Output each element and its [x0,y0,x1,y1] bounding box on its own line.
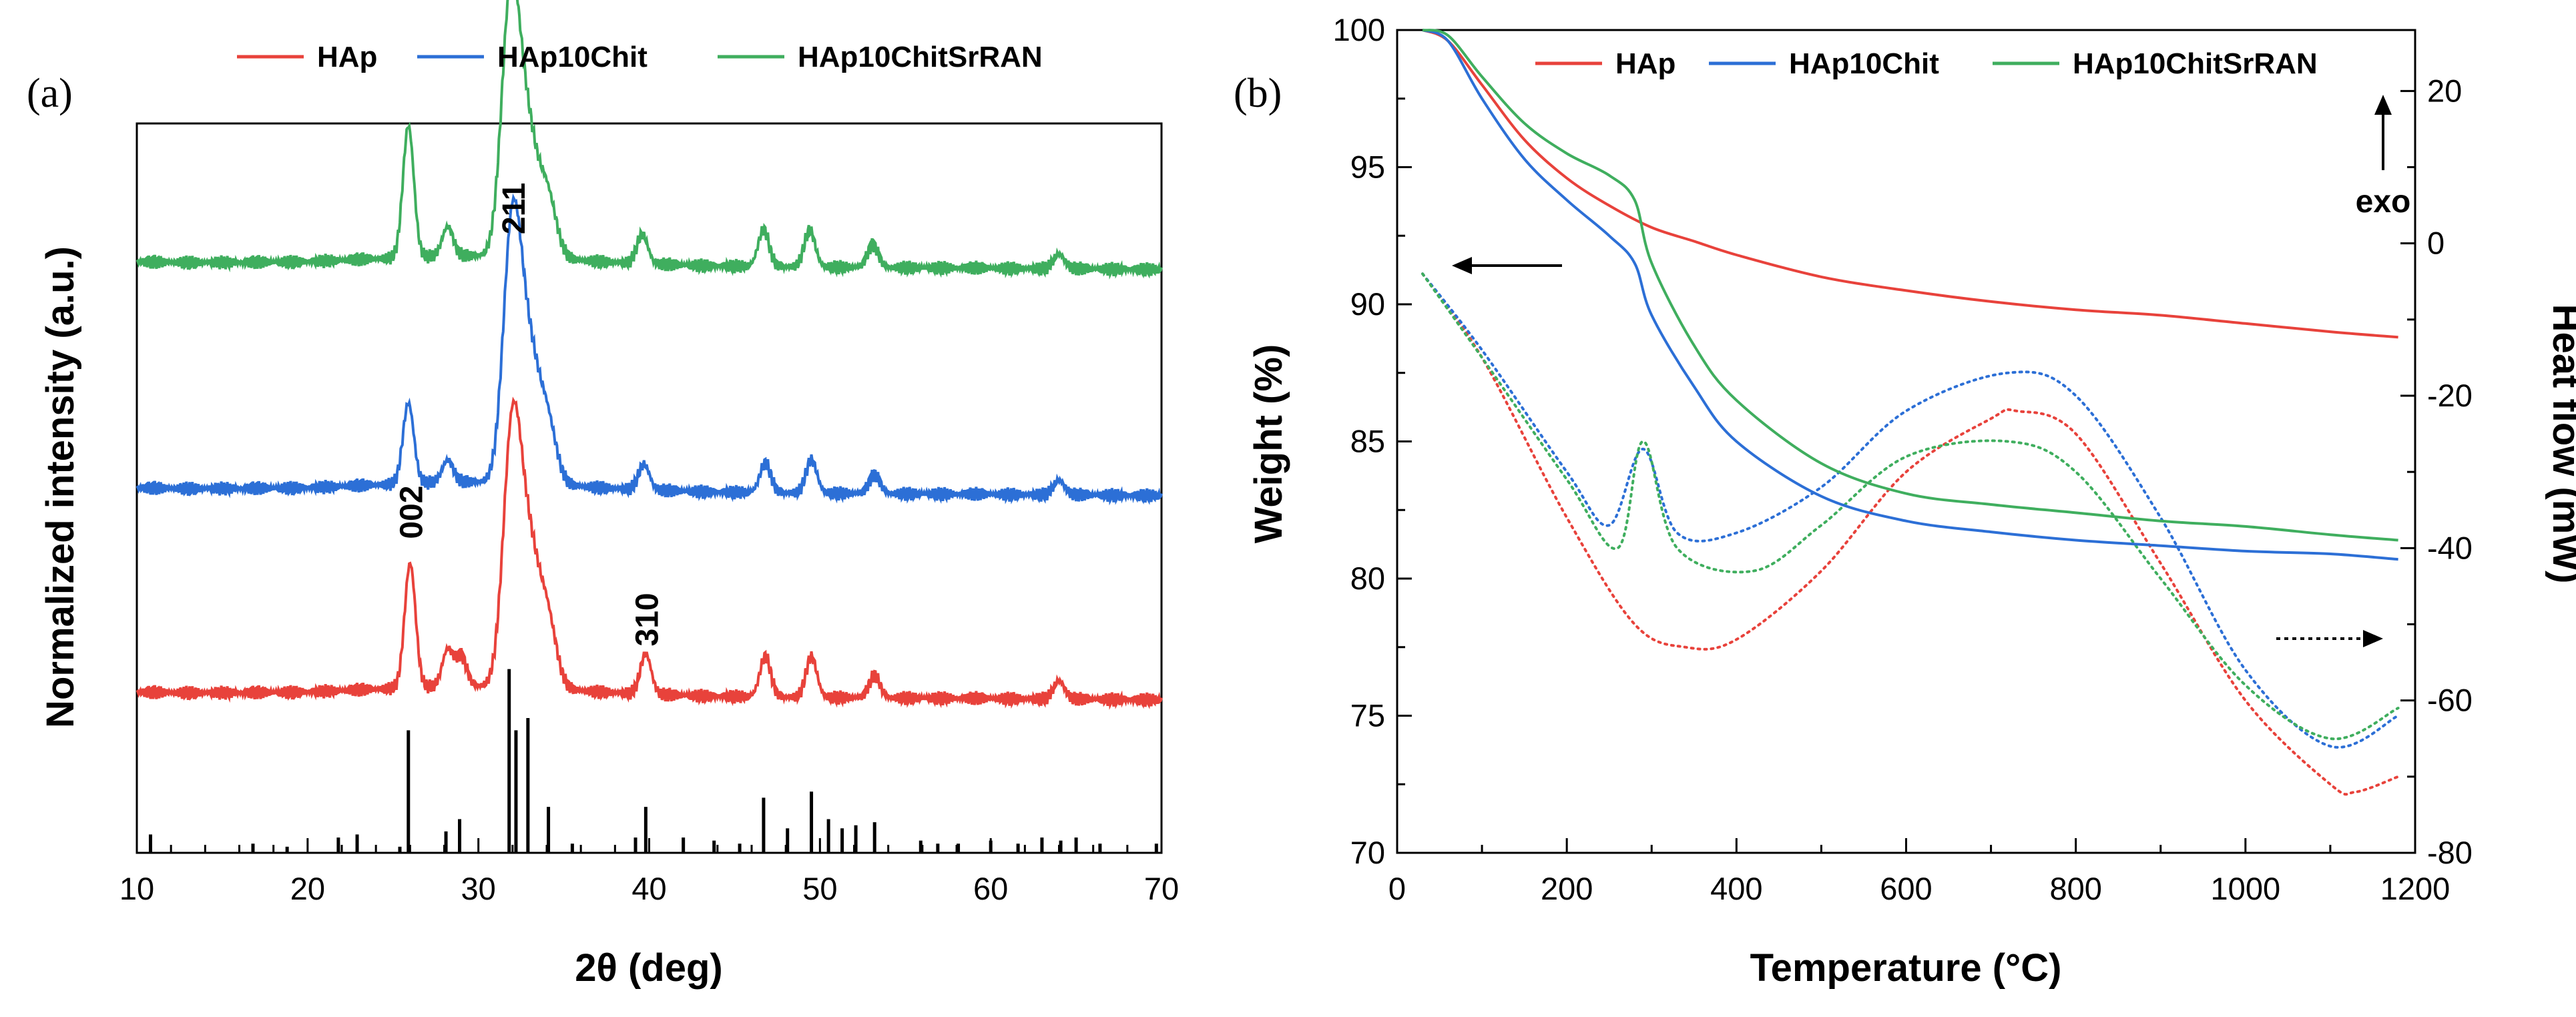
arrow-exo [2374,95,2392,170]
x-tick-label: 60 [973,871,1008,906]
panel-a-label: (a) [27,71,73,116]
x-tick-label: 40 [631,871,666,906]
dsc-curve-hap10chitsrran [1421,272,2400,741]
panel-b-y2-ticks: -80 -60 -40 -20 0 20 [2400,73,2473,870]
y2-tick-label: 20 [2427,73,2462,108]
legend-a-label-hap: HAp [317,41,377,73]
x-tick-label: 400 [1710,871,1762,906]
legend-b-label-hap: HAp [1615,47,1676,80]
panel-b-legend: HAp HAp10Chit HAp10ChitSrRAN [1535,47,2318,80]
xrd-curve-hap10chitsrran [136,0,1163,280]
peak-annotation: 310 [629,593,665,646]
tga-curve-hap10chitsrran [1422,29,2398,542]
legend-a-label-chit: HAp10Chit [497,41,648,73]
xrd-curve-hap [136,396,1163,710]
legend-b-label-sr: HAp10ChitSrRAN [2073,47,2318,80]
y-tick-label: 75 [1350,698,1385,733]
x-tick-label: 10 [119,871,154,906]
x-tick-label: 50 [802,871,837,906]
panel-b-label: (b) [1234,71,1282,116]
panel-b-tga-curves [1422,29,2398,561]
tga-curve-hap10chit [1422,29,2398,561]
y2-tick-label: -80 [2427,835,2473,870]
legend-a-label-sr: HAp10ChitSrRAN [798,41,1043,73]
peak-annotation: 002 [394,486,429,539]
panel-a-x-axis-label: 2θ (deg) [575,946,722,990]
y2-tick-label: 0 [2427,226,2444,261]
y-tick-label: 80 [1350,561,1385,596]
x-tick-label: 70 [1144,871,1179,906]
x-tick-label: 20 [290,871,325,906]
panel-a-y-axis-label: Normalized intensity (a.u.) [39,246,82,728]
panel-b-plot-frame [1396,29,2416,854]
tga-curve-hap [1422,29,2398,339]
x-tick-label: 200 [1541,871,1593,906]
panel-a-legend: HAp HAp10Chit HAp10ChitSrRAN [237,41,1043,73]
y-tick-label: 70 [1350,835,1385,870]
exo-label: exo [2356,184,2411,220]
x-tick-label: 600 [1880,871,1932,906]
peak-annotation: 211 [497,183,532,234]
panel-a-reference-pattern [148,669,1158,853]
y-tick-label: 90 [1350,286,1385,322]
panel-a-x-ticks: 10 20 30 40 50 60 70 [119,838,1179,906]
dsc-curve-hap10chit [1421,272,2400,749]
y-tick-label: 85 [1350,424,1385,459]
xrd-curve-hap10chit [136,193,1163,506]
x-tick-label: 0 [1388,871,1406,906]
y-tick-label: 100 [1333,12,1385,47]
panel-b: (b) 0 200 400 600 800 1000 1200 70758085909510… [1234,12,2576,990]
y-tick-label: 95 [1350,149,1385,185]
panel-b-y-ticks: 70 75 80 85 90 95 100 [1333,12,1412,870]
panel-b-y2-axis-label: Heat flow (mW) [2545,304,2576,584]
panel-a-curves [136,0,1163,710]
y2-tick-label: -20 [2427,378,2473,413]
panel-b-dsc-curves [1421,272,2400,796]
panel-b-y-axis-label: Weight (%) [1247,344,1290,544]
panel-b-x-axis-label: Temperature (°C) [1750,946,2062,990]
panel-b-x-ticks: 0 200 400 600 800 1000 1200 [1388,838,2450,906]
x-tick-label: 30 [461,871,496,906]
dsc-curve-hap [1421,272,2400,796]
legend-b-label-chit: HAp10Chit [1789,47,1939,80]
arrow-heatflow-axis [2276,630,2383,647]
y2-tick-label: -60 [2427,683,2473,718]
x-tick-label: 1000 [2211,871,2281,906]
panel-a: (a) 10 20 30 40 50 60 70 002 211 310 2θ (deg) No… [27,0,1179,990]
arrow-weight-axis [1452,257,1562,274]
x-tick-label: 800 [2049,871,2101,906]
y2-tick-label: -40 [2427,530,2473,565]
x-tick-label: 1200 [2380,871,2451,906]
panel-a-annotations: 002 211 310 [394,183,665,647]
